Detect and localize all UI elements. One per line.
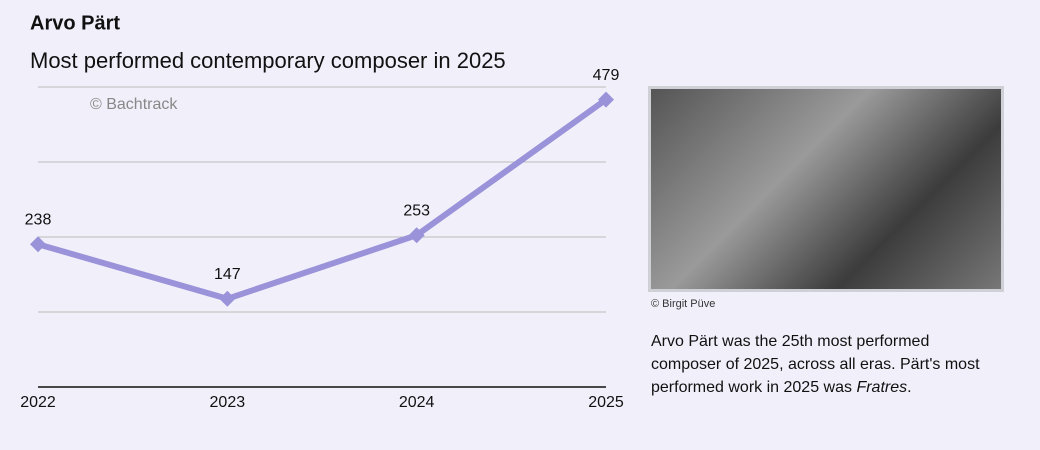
value-label: 253	[403, 202, 430, 219]
value-label: 147	[214, 266, 241, 283]
value-label: 479	[593, 67, 620, 84]
chart-subtitle: Most performed contemporary composer in …	[30, 48, 506, 73]
photo	[648, 86, 1004, 292]
value-label: 238	[25, 211, 52, 228]
description-text: .	[907, 379, 912, 396]
watermark: © Bachtrack	[90, 96, 178, 113]
description: Arvo Pärt was the 25th most performed co…	[651, 330, 996, 399]
x-tick-label: 2024	[399, 394, 435, 411]
x-tick-label: 2023	[210, 394, 246, 411]
chart-title: Arvo Pärt	[30, 12, 120, 34]
line	[37, 97, 608, 302]
marker	[219, 290, 236, 307]
x-tick-label: 2022	[20, 394, 56, 411]
description-text: Arvo Pärt was the 25th most performed co…	[651, 333, 980, 396]
x-tick-label: 2025	[588, 394, 624, 411]
work-title: Fratres	[856, 379, 908, 396]
chart: Arvo Pärt Most performed contemporary co…	[20, 12, 624, 411]
marker	[30, 236, 46, 253]
marker	[598, 91, 614, 108]
marker	[408, 227, 425, 244]
photo-credit: © Birgit Püve	[651, 298, 716, 310]
